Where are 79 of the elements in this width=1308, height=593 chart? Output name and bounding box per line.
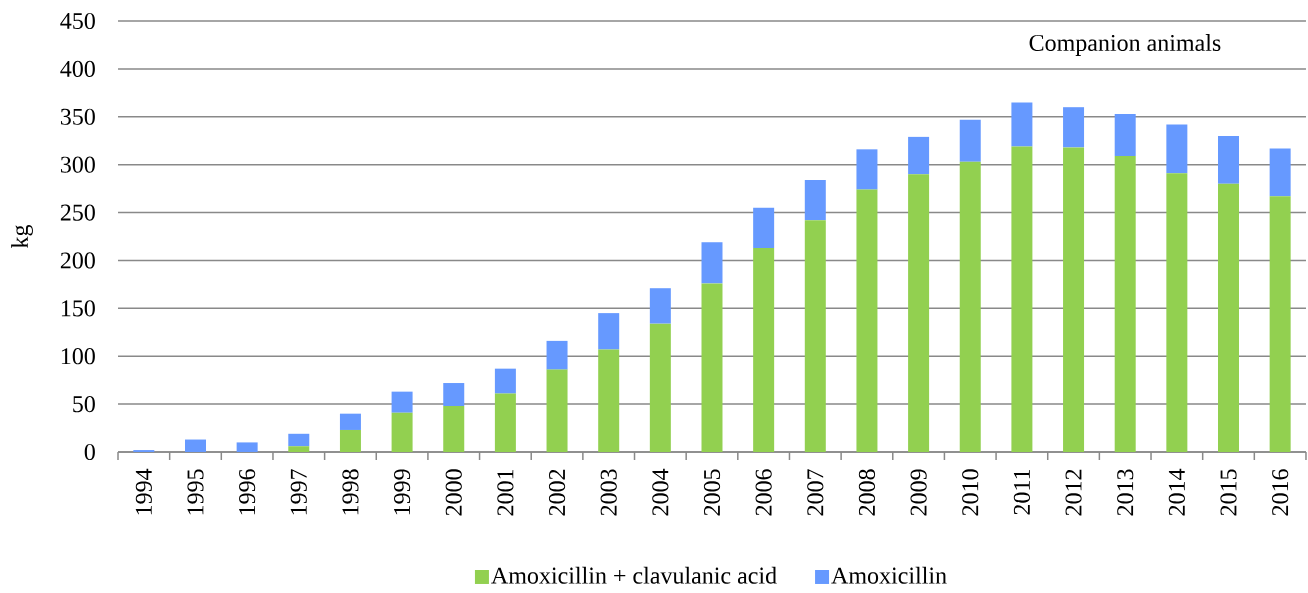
x-tick-label: 2008 <box>858 469 876 516</box>
bar <box>1011 146 1033 452</box>
bar <box>649 323 671 452</box>
bar <box>649 288 671 324</box>
y-tick-label: 200 <box>60 252 95 269</box>
y-tick-label: 300 <box>60 156 95 173</box>
bar <box>494 368 516 394</box>
y-tick-label: 0 <box>84 443 95 461</box>
x-tick-label: 2005 <box>703 469 721 516</box>
bar <box>804 220 826 452</box>
x-tick-label: 2003 <box>600 469 617 516</box>
bar <box>1218 183 1239 452</box>
x-tick-label: 1997 <box>290 469 307 515</box>
bar <box>908 174 930 452</box>
bar <box>494 393 516 452</box>
legend-label: Amoxicillin <box>831 566 947 584</box>
y-tick-label: 250 <box>60 204 95 221</box>
bar <box>959 161 981 452</box>
y-tick-label: 50 <box>73 396 95 413</box>
bar <box>236 442 258 452</box>
bar <box>1063 147 1085 452</box>
bar <box>701 283 723 452</box>
bar <box>339 413 361 430</box>
bar <box>753 247 775 452</box>
x-tick-label: 2010 <box>962 469 979 516</box>
bar <box>1269 196 1291 452</box>
bar <box>753 207 775 248</box>
y-tick-label: 150 <box>61 300 95 317</box>
bar <box>443 383 465 407</box>
x-tick-label: 2000 <box>445 469 462 516</box>
x-tick-label: 2012 <box>1065 469 1082 516</box>
x-tick-label: 2006 <box>755 469 772 516</box>
x-tick-label: 2002 <box>548 469 566 516</box>
x-tick-label: 1998 <box>342 469 359 515</box>
bar <box>598 349 620 452</box>
bar <box>701 242 723 284</box>
x-tick-label: 2009 <box>910 469 927 516</box>
bar <box>1114 156 1136 452</box>
bar <box>1011 102 1033 147</box>
bar <box>1166 173 1188 452</box>
bar <box>1269 148 1291 197</box>
bar <box>391 391 413 413</box>
x-tick-label: 2007 <box>807 469 824 516</box>
bar <box>804 179 826 221</box>
x-tick-label: 2014 <box>1168 468 1185 516</box>
bar <box>288 446 310 452</box>
annotation: Companion animals <box>1029 34 1221 56</box>
bar <box>856 189 878 452</box>
bar <box>598 313 620 350</box>
bar <box>546 369 568 452</box>
bar <box>1218 135 1239 184</box>
bar <box>1063 107 1085 148</box>
bar <box>1114 113 1136 157</box>
bar <box>391 412 413 452</box>
y-axis-title: kg <box>11 224 33 249</box>
x-tick-label: 2004 <box>652 468 669 516</box>
bar <box>339 429 361 452</box>
bar <box>546 340 568 370</box>
x-tick-label: 1995 <box>187 469 204 515</box>
x-tick-label: 2016 <box>1272 469 1289 516</box>
y-tick-label: 100 <box>61 348 95 365</box>
y-tick-label: 450 <box>60 12 95 30</box>
x-tick-label: 2013 <box>1117 469 1134 516</box>
bar <box>1166 124 1188 174</box>
bar <box>184 439 206 452</box>
x-tick-label: 1994 <box>135 468 152 515</box>
y-tick-label: 400 <box>60 60 95 77</box>
legend-label: Amoxicillin + clavulanic acid <box>491 566 777 584</box>
x-tick-label: 2015 <box>1220 469 1237 516</box>
bar <box>908 136 930 175</box>
y-tick-label: 350 <box>60 108 95 125</box>
x-tick-label: 2001 <box>497 469 514 516</box>
bar <box>288 433 310 447</box>
x-tick-label: 1999 <box>394 469 411 515</box>
bar <box>959 119 981 162</box>
x-tick-label: 1996 <box>239 469 256 515</box>
bar <box>856 149 878 190</box>
bar <box>443 406 465 452</box>
x-tick-label: 2011 <box>1013 469 1030 515</box>
